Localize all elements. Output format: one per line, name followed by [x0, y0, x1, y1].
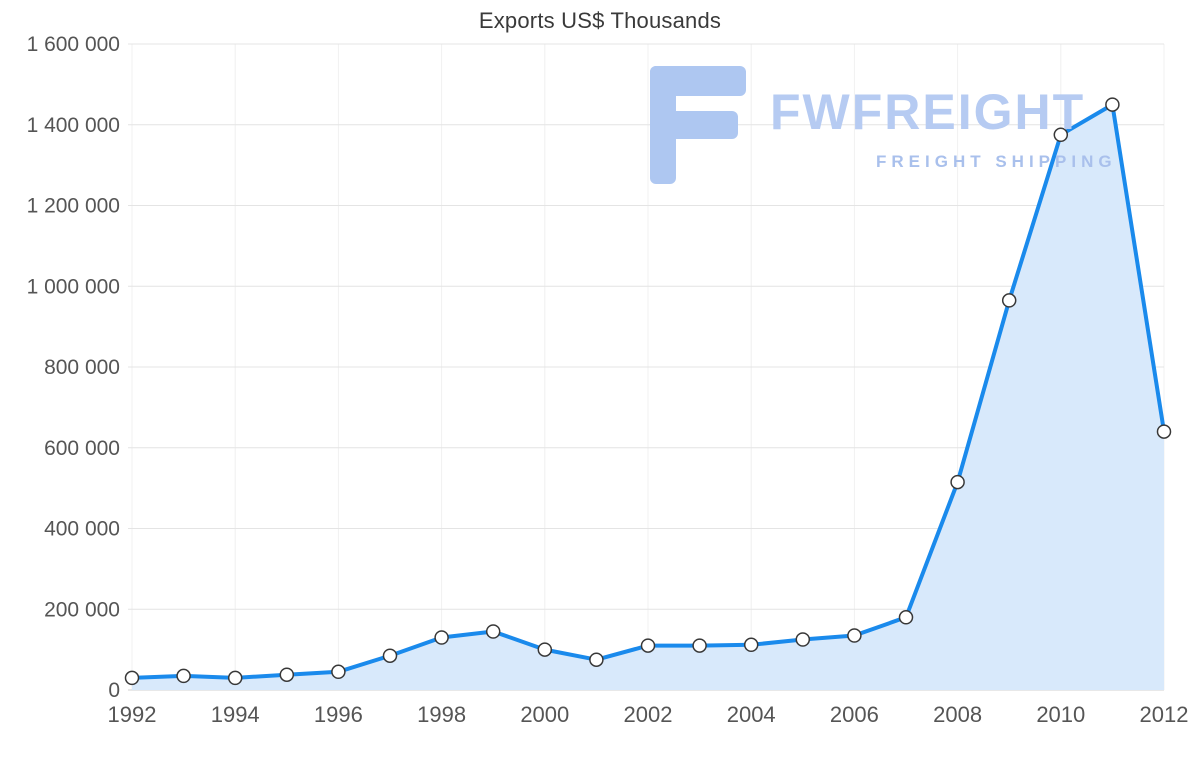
- y-tick-label: 1 600 000: [27, 33, 120, 56]
- data-point-marker: [950, 474, 965, 490]
- y-tick-label: 200 000: [44, 598, 120, 621]
- y-tick-label: 1 400 000: [27, 114, 120, 137]
- y-tick-label: 1 000 000: [27, 275, 120, 298]
- data-point-marker: [743, 637, 759, 653]
- data-point-marker: [537, 642, 553, 657]
- data-point-marker: [331, 664, 346, 680]
- data-point-marker: [692, 638, 707, 653]
- y-tick-label: 600 000: [44, 437, 120, 460]
- x-tick-label: 2010: [1036, 702, 1085, 727]
- data-point-marker: [898, 610, 914, 625]
- data-point-marker: [434, 630, 449, 645]
- data-point-marker: [227, 670, 243, 686]
- data-point-marker: [176, 668, 191, 684]
- x-tick-label: 1994: [211, 702, 260, 727]
- x-tick-label: 1992: [108, 702, 157, 727]
- data-point-marker: [485, 624, 501, 639]
- data-point-marker: [1053, 127, 1069, 143]
- area-fill: [132, 104, 1164, 691]
- y-tick-label: 0: [108, 679, 120, 702]
- data-point-marker: [640, 638, 656, 653]
- data-point-marker: [1001, 293, 1017, 308]
- x-tick-label: 2004: [727, 702, 776, 727]
- data-point-marker: [279, 667, 295, 682]
- y-tick-label: 800 000: [44, 356, 120, 379]
- y-tick-label: 400 000: [44, 518, 120, 541]
- x-tick-label: 2002: [624, 702, 673, 727]
- x-tick-label: 1998: [417, 702, 466, 727]
- data-point-marker: [795, 632, 811, 647]
- x-tick-label: 1996: [314, 702, 363, 727]
- data-point-marker: [1156, 424, 1172, 439]
- x-tick-label: 2000: [520, 702, 569, 727]
- data-point-marker: [1105, 97, 1120, 112]
- data-point-marker: [847, 628, 862, 643]
- chart-title: Exports US$ Thousands: [478, 8, 722, 33]
- data-point-marker: [589, 652, 604, 667]
- x-tick-label: 2012: [1140, 702, 1189, 727]
- x-tick-label: 2006: [830, 702, 879, 727]
- data-point-marker: [124, 670, 140, 686]
- data-point-marker: [382, 648, 398, 663]
- x-tick-label: 2008: [933, 702, 982, 727]
- y-tick-label: 1 200 000: [27, 195, 120, 218]
